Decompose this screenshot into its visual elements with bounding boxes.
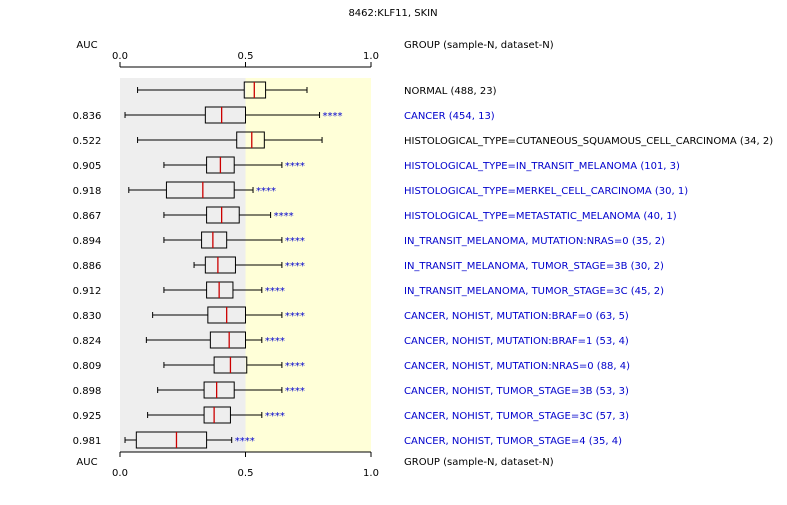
shaded-region-0	[120, 78, 246, 452]
group-label: CANCER, NOHIST, MUTATION:BRAF=1 (53, 4)	[404, 336, 629, 347]
group-label: IN_TRANSIT_MELANOMA, MUTATION:NRAS=0 (35…	[404, 236, 665, 247]
group-row: 0.925 **** CANCER, NOHIST, TUMOR_STAGE=3C …	[73, 406, 629, 424]
group-row: 0.981 **** CANCER, NOHIST, TUMOR_STAGE=4 (…	[73, 431, 622, 449]
group-row: 0.824 **** CANCER, NOHIST, MUTATION:BRAF=1…	[73, 331, 629, 349]
significance-stars: ****	[265, 336, 285, 347]
auc-value: 0.981	[73, 436, 102, 447]
axis-tick-label: 1.0	[363, 468, 379, 479]
group-label: CANCER, NOHIST, TUMOR_STAGE=3C (57, 3)	[404, 411, 629, 422]
significance-stars: ****	[274, 211, 294, 222]
auc-value: 0.898	[73, 386, 102, 397]
axis-tick-label: 0.0	[112, 468, 128, 479]
group-label: CANCER, NOHIST, MUTATION:BRAF=0 (63, 5)	[404, 311, 629, 322]
significance-stars: ****	[323, 111, 343, 122]
auc-header-top: AUC	[76, 40, 97, 51]
auc-value: 0.836	[73, 111, 102, 122]
group-label: CANCER, NOHIST, TUMOR_STAGE=3B (53, 3)	[404, 386, 629, 397]
group-label: CANCER, NOHIST, TUMOR_STAGE=4 (35, 4)	[404, 436, 622, 447]
axis-tick-label: 0.5	[238, 468, 254, 479]
significance-stars: ****	[285, 386, 305, 397]
group-label: CANCER, NOHIST, MUTATION:NRAS=0 (88, 4)	[404, 361, 630, 372]
group-row: 0.898 **** CANCER, NOHIST, TUMOR_STAGE=3B …	[73, 381, 629, 399]
auc-value: 0.809	[73, 361, 102, 372]
iqr-box	[201, 231, 228, 249]
significance-stars: ****	[285, 236, 305, 247]
significance-stars: ****	[265, 411, 285, 422]
group-row: 0.905 **** HISTOLOGICAL_TYPE=IN_TRANSIT_ME…	[73, 156, 680, 174]
iqr-box	[203, 406, 231, 424]
group-label: HISTOLOGICAL_TYPE=MERKEL_CELL_CARCINOMA …	[404, 186, 688, 197]
group-row: 0.918 **** HISTOLOGICAL_TYPE=MERKEL_CELL_C…	[73, 181, 688, 199]
auc-value: 0.925	[73, 411, 102, 422]
significance-stars: ****	[235, 436, 255, 447]
significance-stars: ****	[256, 186, 276, 197]
group-row: 0.912 **** IN_TRANSIT_MELANOMA, TUMOR_STAG…	[73, 281, 664, 299]
group-row: 0.836 **** CANCER (454, 13)	[73, 106, 495, 124]
group-header-top: GROUP (sample-N, dataset-N)	[404, 40, 554, 51]
iqr-box	[203, 381, 235, 399]
group-row: NORMAL (488, 23)	[137, 81, 497, 99]
auc-value: 0.824	[73, 336, 102, 347]
axis-tick-label: 0.0	[112, 51, 128, 62]
iqr-box	[236, 131, 265, 149]
significance-stars: ****	[285, 261, 305, 272]
auc-value: 0.830	[73, 311, 102, 322]
group-label: CANCER (454, 13)	[404, 111, 495, 122]
group-row: 0.830 **** CANCER, NOHIST, MUTATION:BRAF=0…	[73, 306, 629, 324]
iqr-box	[209, 331, 246, 349]
auc-value: 0.905	[73, 161, 102, 172]
auc-value: 0.894	[73, 236, 102, 247]
auc-value: 0.886	[73, 261, 102, 272]
group-label: IN_TRANSIT_MELANOMA, TUMOR_STAGE=3C (45,…	[404, 286, 664, 297]
axis-tick-label: 1.0	[363, 51, 379, 62]
chart-title: 8462:KLF11, SKIN	[348, 8, 437, 19]
iqr-box	[204, 106, 246, 124]
group-label: HISTOLOGICAL_TYPE=METASTATIC_MELANOMA (4…	[404, 211, 677, 222]
group-row: 0.522 HISTOLOGICAL_TYPE=CUTANEOUS_SQUAMOU…	[73, 131, 773, 149]
group-row: 0.809 **** CANCER, NOHIST, MUTATION:NRAS=0…	[73, 356, 630, 374]
significance-stars: ****	[285, 361, 305, 372]
group-rows: NORMAL (488, 23) 0.836 **** CANCER (454, 13…	[73, 81, 773, 449]
iqr-box	[206, 206, 240, 224]
significance-stars: ****	[285, 311, 305, 322]
auc-value: 0.522	[73, 136, 102, 147]
group-label: IN_TRANSIT_MELANOMA, TUMOR_STAGE=3B (30,…	[404, 261, 664, 272]
auc-value: 0.912	[73, 286, 102, 297]
group-row: 0.867 **** HISTOLOGICAL_TYPE=METASTATIC_ME…	[73, 206, 677, 224]
iqr-box	[165, 181, 235, 199]
auc-value: 0.918	[73, 186, 102, 197]
group-label: NORMAL (488, 23)	[404, 86, 497, 97]
auc-header-bottom: AUC	[76, 457, 97, 468]
top-axis: 0.0 0.5 1.0	[112, 51, 379, 68]
significance-stars: ****	[285, 161, 305, 172]
group-label: HISTOLOGICAL_TYPE=CUTANEOUS_SQUAMOUS_CEL…	[404, 136, 773, 147]
auc-value: 0.867	[73, 211, 102, 222]
significance-stars: ****	[265, 286, 285, 297]
iqr-box	[135, 431, 208, 449]
group-header-bottom: GROUP (sample-N, dataset-N)	[404, 457, 554, 468]
bottom-axis: 0.0 0.5 1.0	[112, 451, 379, 479]
group-row: 0.886 **** IN_TRANSIT_MELANOMA, TUMOR_STAG…	[73, 256, 664, 274]
group-label: HISTOLOGICAL_TYPE=IN_TRANSIT_MELANOMA (1…	[404, 161, 680, 172]
iqr-box	[204, 256, 236, 274]
axis-tick-label: 0.5	[238, 51, 254, 62]
group-row: 0.894 **** IN_TRANSIT_MELANOMA, MUTATION:N…	[73, 231, 665, 249]
